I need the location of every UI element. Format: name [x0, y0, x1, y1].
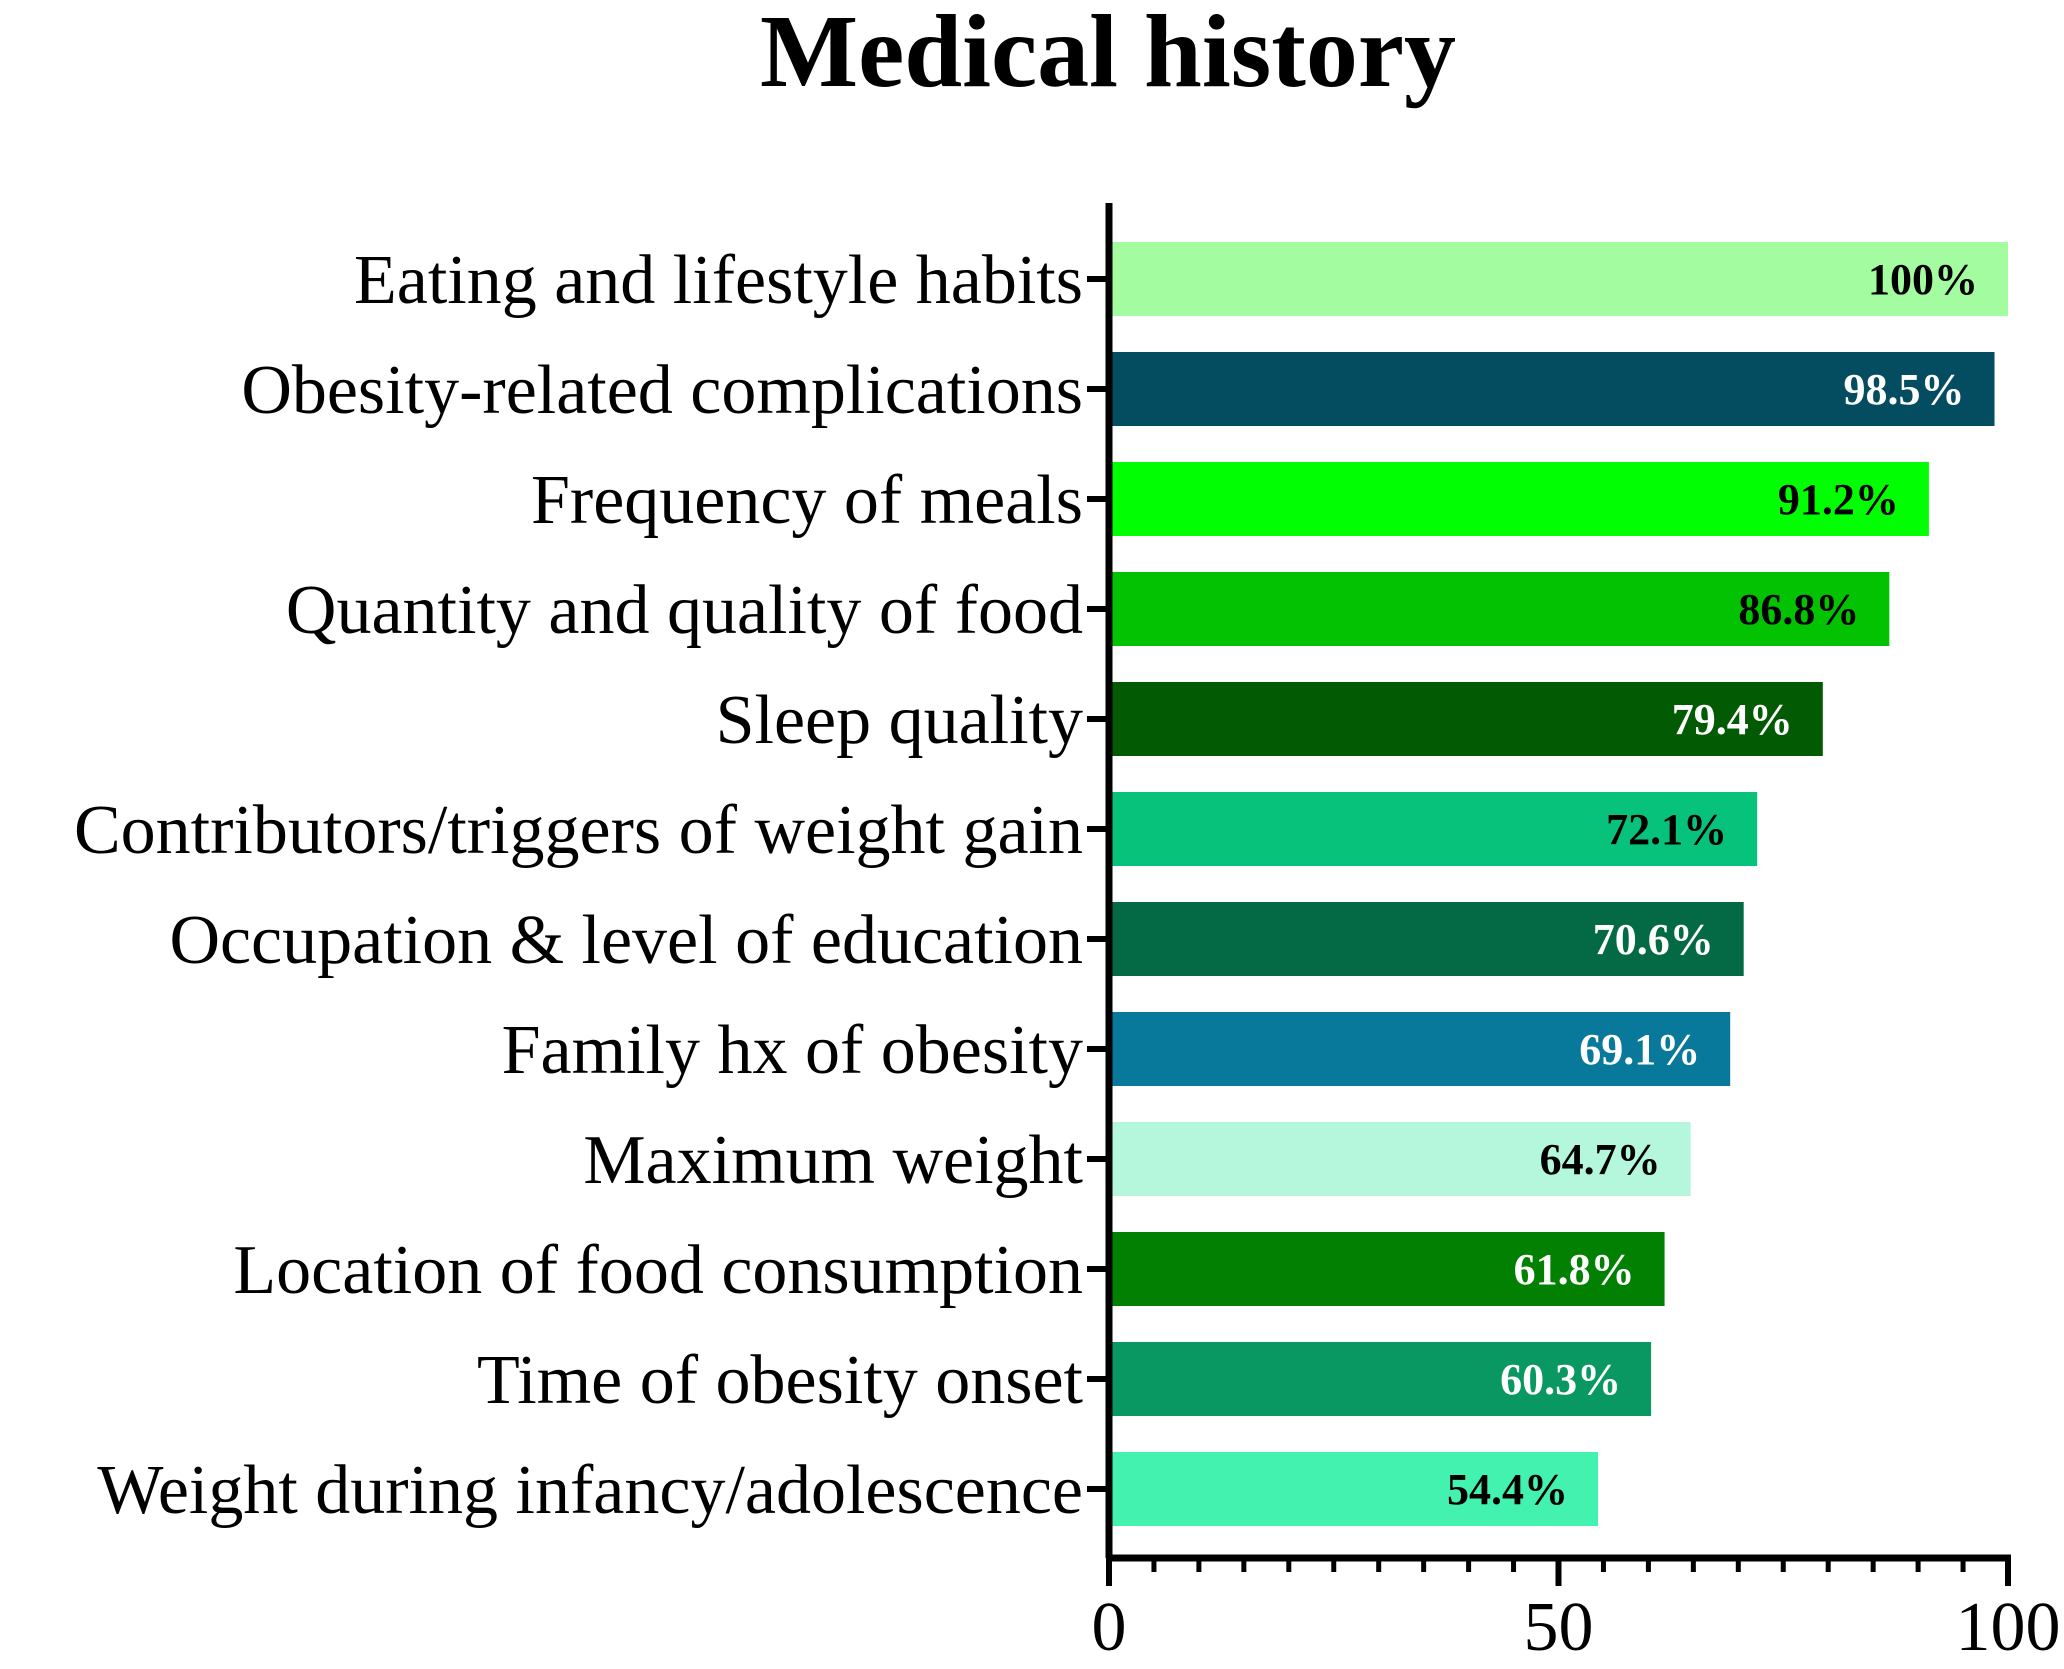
- category-label-12: Weight during infancy/adolescence: [97, 1452, 1083, 1529]
- category-label-4: Quantity and quality of food: [286, 572, 1083, 649]
- data-label-3: 91.2%: [1778, 475, 1899, 524]
- data-label-12: 54.4%: [1447, 1465, 1568, 1514]
- bar-12: [1111, 1452, 1599, 1526]
- category-label-5: Sleep quality: [716, 682, 1083, 759]
- bar-8: [1111, 1012, 1731, 1086]
- chart-title: Medical history: [760, 0, 1456, 109]
- bar-2: [1111, 352, 1995, 426]
- data-label-4: 86.8%: [1738, 585, 1859, 634]
- bar-11: [1111, 1342, 1652, 1416]
- bar-5: [1111, 682, 1823, 756]
- x-tick-label-100: 100: [1956, 1589, 2061, 1664]
- data-label-8: 69.1%: [1579, 1025, 1700, 1074]
- category-label-11: Time of obesity onset: [477, 1342, 1084, 1419]
- category-label-6: Contributors/triggers of weight gain: [74, 792, 1083, 869]
- category-label-7: Occupation & level of education: [169, 902, 1083, 979]
- bar-9: [1111, 1122, 1691, 1196]
- x-tick-label-50: 50: [1524, 1589, 1594, 1664]
- data-label-5: 79.4%: [1672, 695, 1793, 744]
- bar-7: [1111, 902, 1744, 976]
- category-label-9: Maximum weight: [583, 1122, 1083, 1199]
- category-label-8: Family hx of obesity: [502, 1012, 1083, 1089]
- bars-layer: 100% 98.5% 91.2% 86.8% 79.4% 72.1% 70.6% 69.1% 6…: [1111, 242, 2008, 1526]
- bar-3: [1111, 462, 1929, 536]
- data-label-1: 100%: [1868, 255, 1978, 304]
- bar-4: [1111, 572, 1890, 646]
- data-label-9: 64.7%: [1540, 1135, 1661, 1184]
- bar-10: [1111, 1232, 1665, 1306]
- bar-1: [1111, 242, 2008, 316]
- category-label-10: Location of food consumption: [233, 1232, 1083, 1309]
- category-label-3: Frequency of meals: [531, 462, 1083, 539]
- category-label-1: Eating and lifestyle habits: [354, 242, 1083, 319]
- bar-6: [1111, 792, 1758, 866]
- data-label-2: 98.5%: [1844, 365, 1965, 414]
- category-label-2: Obesity-related complications: [241, 352, 1083, 429]
- data-label-11: 60.3%: [1500, 1355, 1621, 1404]
- axes-layer: Eating and lifestyle habits Obesity-relat…: [74, 203, 2061, 1666]
- data-label-10: 61.8%: [1514, 1245, 1635, 1294]
- x-tick-label-0: 0: [1092, 1589, 1127, 1664]
- data-label-7: 70.6%: [1593, 915, 1714, 964]
- data-label-6: 72.1%: [1606, 805, 1727, 854]
